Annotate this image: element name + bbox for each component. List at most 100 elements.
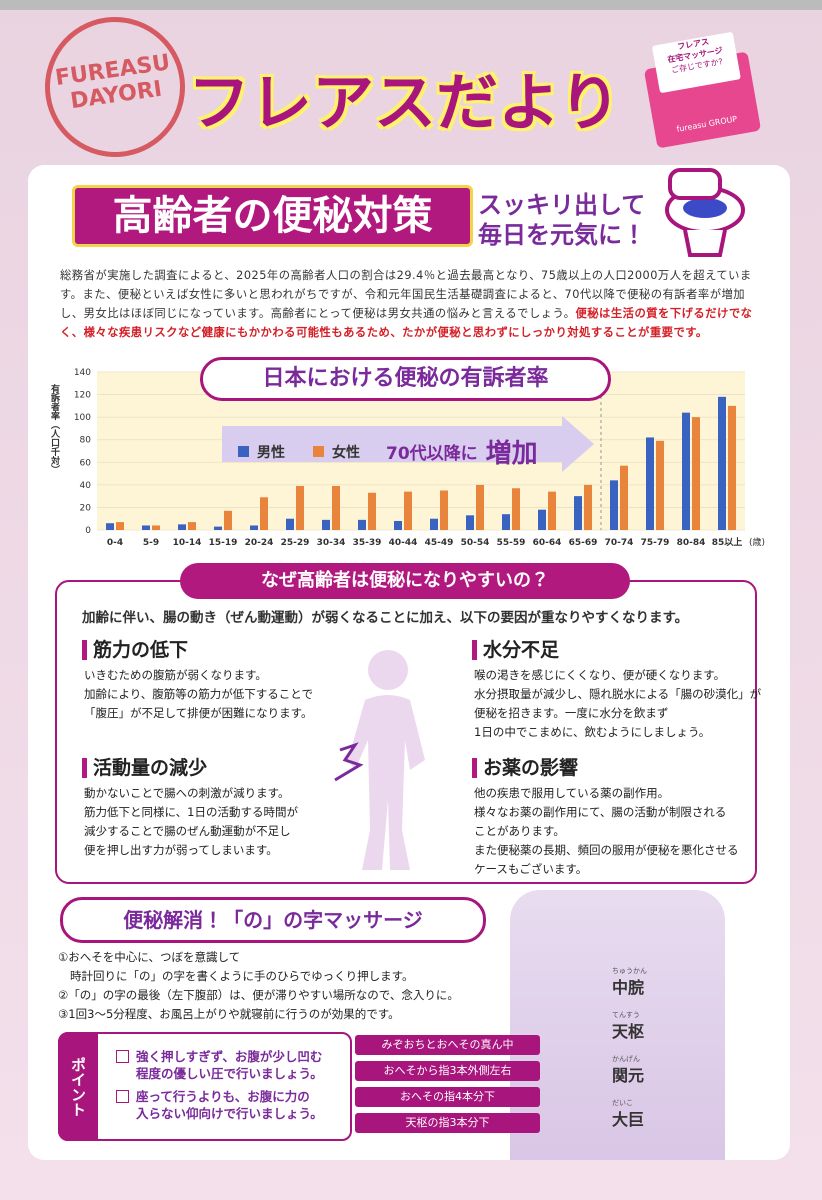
cause-line: 減少することで腸のぜん動運動が不足し (84, 824, 291, 838)
bar (538, 509, 546, 530)
bar (466, 515, 474, 530)
bar (322, 519, 330, 530)
bar (224, 510, 232, 530)
y-tick-label: 60 (80, 458, 92, 468)
bar (188, 522, 196, 530)
figure-illustration (334, 650, 425, 870)
acupoint-reading: ちゅうかん (612, 967, 647, 975)
envelope-card: フレアス 在宅マッサージ ご存じですか? (651, 31, 741, 94)
envelope: フレアス 在宅マッサージ ご存じですか? fureasu GROUP (643, 31, 762, 149)
bar (152, 525, 160, 530)
bar (250, 525, 258, 530)
location-label: みぞおちとおへその真ん中 (355, 1035, 540, 1055)
x-tick-label: 85以上 (712, 536, 743, 548)
bar (620, 465, 628, 530)
x-tick-label: 5-9 (143, 538, 159, 548)
y-tick-label: 120 (74, 391, 91, 401)
acupoint-name: 大巨 (612, 1110, 645, 1129)
bar (260, 497, 268, 530)
chart-title: 日本における便秘の有訴者率 (200, 357, 611, 401)
y-tick-label: 20 (80, 503, 92, 513)
y-axis-label: 有訴者率（人口千対） (49, 383, 61, 474)
legend-swatch (238, 446, 249, 457)
cause-line: 1日の中でこまめに、飲むようにしましょう。 (474, 725, 711, 739)
checkbox (116, 1090, 129, 1103)
causes-intro: 加齢に伴い、腸の動き（ぜん動運動）が弱くなることに加え、以下の要因が重なりやすく… (82, 610, 689, 626)
bar (682, 412, 690, 530)
cause-line: 便秘を招きます。一度に水分を飲まず (474, 706, 669, 720)
bar (214, 526, 222, 530)
bar (548, 491, 556, 530)
y-tick-label: 0 (85, 526, 91, 536)
cause-line: 動かないことで腸への刺激が減ります。 (84, 786, 290, 800)
envelope-group: fureasu GROUP (675, 114, 738, 134)
top-bar (0, 0, 822, 10)
cause-heading: 筋力の低下 (82, 640, 188, 660)
bar (286, 518, 294, 530)
toilet-icon (665, 168, 745, 257)
checkbox (116, 1050, 129, 1063)
cause-line: 筋力低下と同様に、1日の活動する時間が (84, 805, 298, 819)
point-line: 座って行うよりも、お腹に力の (136, 1089, 310, 1104)
bar (728, 405, 736, 530)
cause-line: ケースもございます。 (474, 862, 588, 876)
bar (394, 520, 402, 530)
body-text: 総務省が実施した調査によると、2025年の高齢者人口の割合は29.4％と過去最高… (60, 269, 752, 320)
bar (512, 488, 520, 530)
causes-title: なぜ高齢者は便秘になりやすいの？ (180, 563, 630, 599)
bar (116, 522, 124, 530)
cause-line: 他の疾患で服用している薬の副作用。 (474, 786, 670, 800)
x-tick-label: 0-4 (107, 538, 123, 548)
x-tick-label: 35-39 (353, 538, 382, 548)
x-tick-label: 75-79 (641, 538, 670, 548)
cause-heading: 水分不足 (472, 640, 559, 660)
bar (692, 417, 700, 530)
y-tick-label: 140 (74, 368, 91, 378)
x-axis-label: (歳) (749, 536, 765, 548)
legend-label: 女性 (332, 444, 360, 461)
point-line: 入らない仰向けで行いましょう。 (136, 1106, 323, 1121)
acupoint-name: 中脘 (612, 978, 645, 997)
massage-title: 便秘解消！「の」の字マッサージ (60, 897, 486, 943)
subtitle: スッキリ出して 毎日を元気に！ (478, 190, 646, 250)
y-tick-label: 100 (74, 413, 91, 423)
cause-heading: 活動量の減少 (82, 758, 207, 778)
stamp: FUREASU DAYORI (35, 7, 195, 167)
abdomen-illustration (510, 890, 725, 1160)
bar (502, 514, 510, 530)
article-body: 総務省が実施した調査によると、2025年の高齢者人口の割合は29.4％と過去最高… (60, 266, 755, 342)
bar (368, 492, 376, 530)
subtitle-line: スッキリ出して (478, 191, 646, 219)
bar (646, 437, 654, 530)
point-label: ポイント (58, 1032, 98, 1141)
cause-heading: お薬の影響 (472, 758, 578, 778)
step: ②「の」の字の最後（左下腹部）は、便が滞りやすい場所なので、念入りに。 (58, 988, 459, 1002)
acupoint-reading: だいこ (612, 1099, 633, 1107)
cause-line: 加齢により、腹筋等の筋力が低下することで (84, 687, 313, 701)
cause-line: 水分摂取量が減少し、隠れ脱水による「腸の砂漠化」が (474, 687, 762, 701)
location-label: おへそから指3本外側左右 (355, 1061, 540, 1081)
bar (404, 491, 412, 530)
legend-swatch (313, 446, 324, 457)
bar (178, 524, 186, 530)
step: ①おへそを中心に、つぼを意識して (58, 950, 241, 964)
bar (584, 484, 592, 530)
bar (656, 440, 664, 530)
legend-label: 男性 (257, 444, 285, 461)
annotation-emphasis: 増加 (485, 439, 538, 469)
location-label: 天枢の指3本分下 (355, 1113, 540, 1133)
y-tick-label: 40 (80, 481, 92, 491)
x-tick-label: 80-84 (677, 538, 706, 548)
body-emphasis: 便秘は生活の質を下げるだけでなく、様々な疾患リスクなど健康にもかかわる可能性もあ… (60, 307, 753, 339)
cause-line: 様々なお薬の副作用にて、腸の活動が制限される (474, 805, 727, 819)
x-tick-label: 55-59 (497, 538, 526, 548)
article-title: 高齢者の便秘対策 (72, 185, 473, 247)
annotation: 70代以降に (386, 444, 478, 464)
x-tick-label: 25-29 (281, 538, 310, 548)
cause-line: また便秘薬の長期、頻回の服用が便秘を悪化させる (474, 843, 739, 857)
y-tick-label: 80 (80, 436, 92, 446)
bar (358, 519, 366, 530)
x-tick-label: 10-14 (173, 538, 202, 548)
acupoint-reading: かんげん (612, 1055, 640, 1063)
